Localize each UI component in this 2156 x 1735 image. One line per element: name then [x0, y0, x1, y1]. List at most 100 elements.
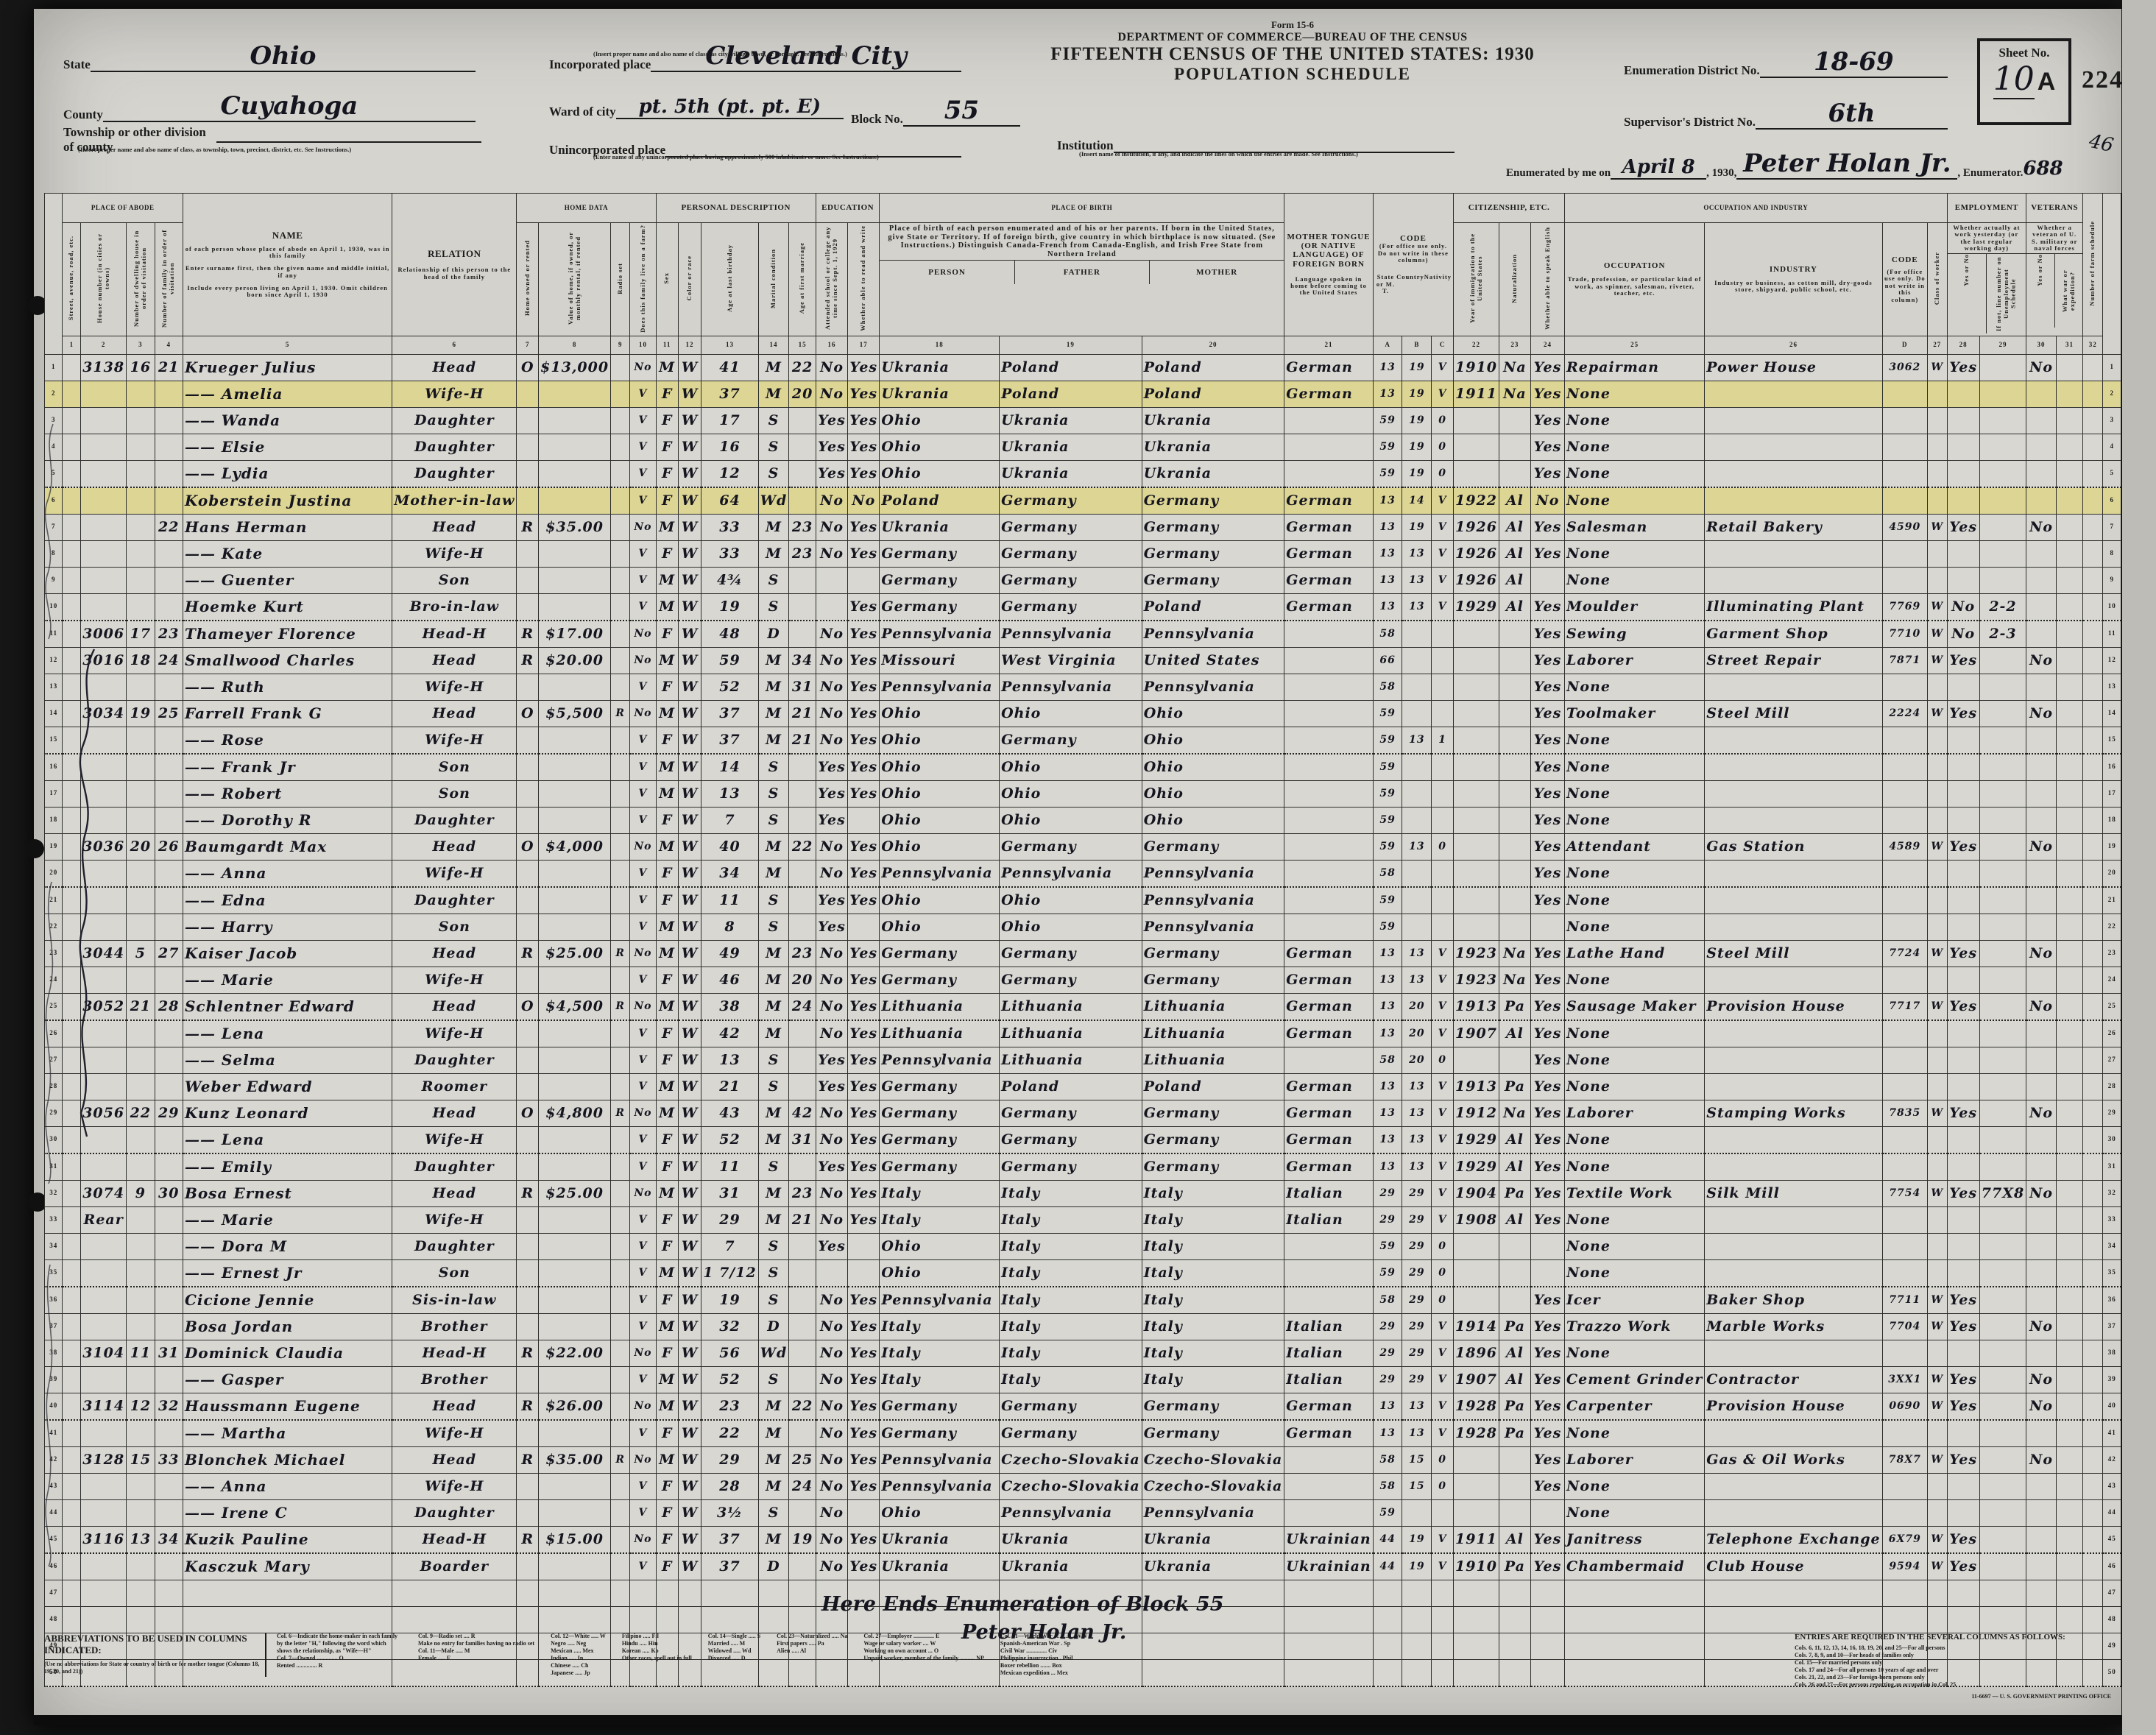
cell-lg: [1284, 1286, 1374, 1314]
cell-sc: No: [815, 1286, 849, 1314]
column-number: 12: [677, 335, 702, 355]
sheet-suffix: A: [2037, 68, 2056, 96]
cell-am: [788, 620, 816, 648]
cell-d: [126, 1073, 155, 1100]
cell-rc: W: [677, 699, 702, 727]
cell-im: [1453, 620, 1499, 648]
line-number: 32: [2102, 1179, 2121, 1207]
column-number: 2: [80, 335, 127, 355]
cell-un: [1979, 380, 2027, 408]
cell-rc: W: [677, 1099, 702, 1127]
cell-oc: Laborer: [1563, 1099, 1706, 1127]
col10-header: Does this family live on a farm?: [629, 222, 657, 336]
cell-sc: [815, 1658, 849, 1687]
cell-in: [1704, 1259, 1883, 1287]
cell-ms: S: [757, 886, 790, 914]
cell-bm: Pennsylvania: [1141, 859, 1285, 888]
cell-d: [126, 513, 155, 541]
cell-lg: German: [1284, 353, 1374, 381]
cell-cd: [1881, 806, 1929, 834]
cell-nm: —— Martha: [182, 1419, 393, 1447]
cell-en: Yes: [1530, 459, 1566, 488]
cell-vt: [2026, 1339, 2057, 1367]
cell-rel: Daughter: [392, 1046, 517, 1074]
cell-fm: V: [629, 806, 657, 834]
cell-h: 3074: [80, 1179, 127, 1207]
col8-header: Value of home, if owned, or monthly rent…: [538, 222, 612, 336]
cell-bm: Pennsylvania: [1141, 1499, 1285, 1527]
cell-c: 0: [1431, 459, 1455, 488]
cell-lg: [1284, 433, 1374, 461]
cell-h: [80, 1472, 127, 1500]
cell-a: 59: [1372, 1499, 1403, 1527]
cell-na: [1498, 1259, 1531, 1287]
cell-fs: [2082, 806, 2104, 834]
cell-na: Pa: [1498, 1179, 1531, 1207]
cell-in: Steel Mill: [1704, 939, 1883, 967]
cell-bp: Germany: [879, 1126, 1000, 1154]
cell-st: [62, 966, 82, 994]
cell-bm: Poland: [1141, 1073, 1285, 1100]
cell-wr: [2055, 433, 2084, 461]
cell-v: [538, 433, 612, 461]
cell-rc: W: [677, 459, 702, 488]
cell-cw: [1927, 1126, 1948, 1154]
cell-rw: [847, 566, 880, 594]
cell-nm: —— Lena: [182, 1020, 393, 1047]
cell-ms: [757, 1658, 790, 1687]
cell-rw: Yes: [847, 1206, 880, 1234]
cell-fm: V: [629, 913, 657, 941]
cell-in: Garment Shop: [1704, 620, 1883, 648]
cell-oc: Chambermaid: [1563, 1552, 1706, 1580]
cell-f: 22: [154, 513, 183, 541]
cell-fs: [2082, 1046, 2104, 1074]
cell-cw: [1927, 753, 1948, 781]
cell-bf: Germany: [999, 966, 1142, 994]
cell-b: [1402, 1499, 1432, 1527]
cell-r: R: [610, 992, 631, 1021]
cell-r: [610, 1419, 631, 1447]
line-number: 24: [2102, 966, 2121, 994]
cell-am: [788, 1312, 816, 1340]
cell-rel: Head: [392, 992, 517, 1021]
cell-bp: Ukrania: [879, 1525, 1000, 1554]
cell-a: 44: [1372, 1525, 1403, 1554]
line-number: 1: [43, 353, 63, 381]
cell-c: V: [1431, 1365, 1455, 1393]
cell-c: [1431, 620, 1455, 648]
cell-rw: [847, 1499, 880, 1527]
column-number: 14: [757, 335, 790, 355]
cell-cd: 4590: [1881, 513, 1929, 541]
cell-v: $35.00: [538, 1446, 612, 1474]
cell-fs: [2082, 1286, 2104, 1314]
cell-cd: [1881, 673, 1929, 701]
cell-c: V: [1431, 1020, 1455, 1047]
cell-im: [1453, 1658, 1499, 1687]
cell-fm: V: [629, 540, 657, 568]
cell-im: 1929: [1453, 1153, 1499, 1181]
cell-ms: S: [757, 566, 790, 594]
cell-ag: 37: [701, 380, 759, 408]
cell-rel: Bro-in-law: [392, 593, 517, 621]
cell-wk: [1946, 1605, 1980, 1633]
line-number: 30: [43, 1126, 63, 1154]
cell-na: Al: [1498, 1525, 1531, 1554]
cell-bf: Ohio: [999, 753, 1142, 781]
cell-fm: [629, 1632, 657, 1660]
cell-st: [62, 1073, 82, 1100]
column-number: C: [1431, 335, 1455, 355]
cell-h: 3056: [80, 1099, 127, 1127]
cell-na: Pa: [1498, 1419, 1531, 1447]
cell-bf: Ohio: [999, 886, 1142, 914]
cell-ag: 1 7/12: [701, 1259, 759, 1287]
cell-rc: W: [677, 1525, 702, 1554]
cell-in: Stamping Works: [1704, 1099, 1883, 1127]
col7-header: Home owned or rented: [516, 222, 540, 336]
cell-un: [1979, 1099, 2027, 1127]
cell-ag: [701, 1658, 759, 1687]
cell-c: [1431, 859, 1455, 888]
cell-a: 29: [1372, 1206, 1403, 1234]
cell-wk: [1946, 540, 1980, 568]
cell-en: Yes: [1530, 1073, 1566, 1100]
line-number: 32: [43, 1179, 63, 1207]
